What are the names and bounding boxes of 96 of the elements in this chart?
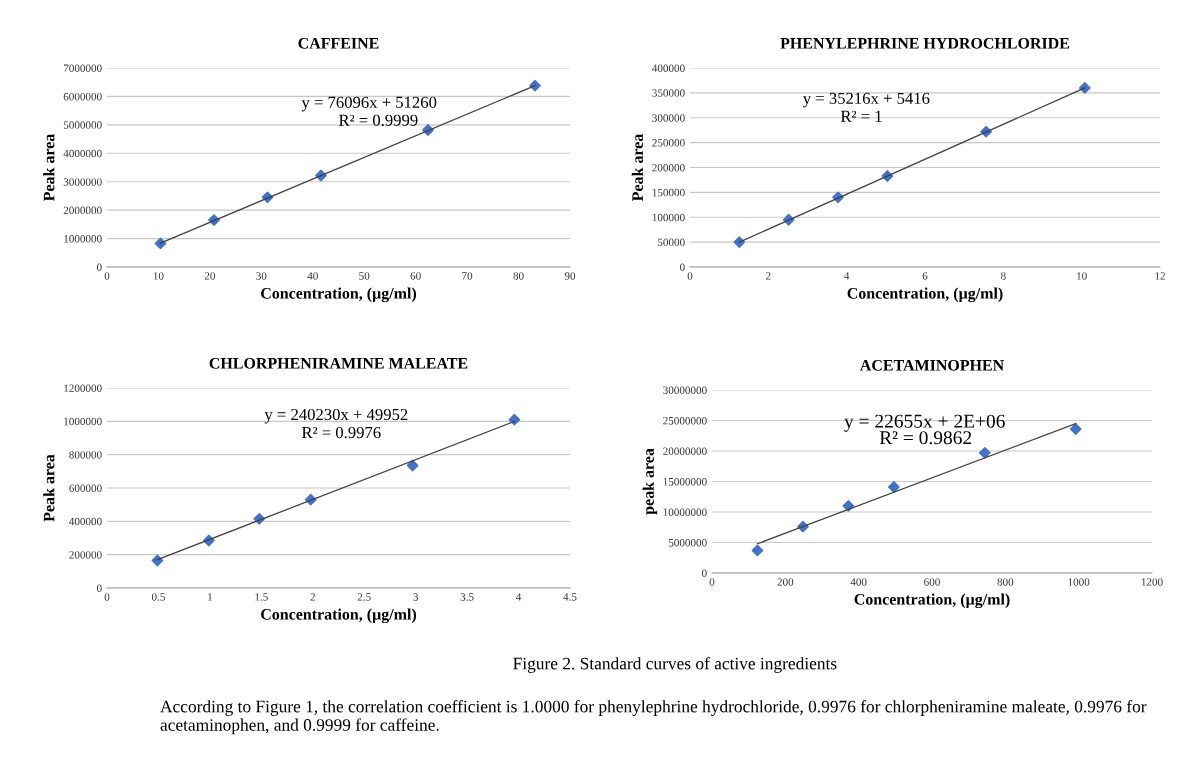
y-tick-label: 100000: [652, 213, 685, 222]
y-tick-label: 5000000: [63, 121, 102, 129]
x-tick-label: 1.5: [255, 593, 268, 601]
point: [406, 459, 419, 472]
x-tick-label: 40: [307, 272, 318, 280]
y-tick-label: 600000: [69, 484, 102, 492]
point: [508, 413, 521, 426]
text: According to Figure 1, the correlation coefficient is 1.0000 for phenylephrine hydrochloride, 0.9976 for chlorpheniramine maleate, 0.9976 for acetaminophen, and 0.9999 for caffeine.: [160, 700, 1147, 735]
y-tick-label: 0: [97, 263, 102, 271]
x-tick-label: 80: [513, 272, 524, 280]
x-axis-title: Concentration, (µg/ml): [847, 287, 1003, 303]
x-tick-label: 400: [850, 578, 867, 586]
y-tick-label: 5000000: [668, 538, 707, 547]
x-tick-label: 6: [922, 272, 928, 280]
chart-title: CHLORPHENIRAMINE MALEATE: [209, 357, 468, 369]
x-tick-label: 0: [104, 272, 110, 280]
y-axis-title: peak area: [642, 448, 658, 515]
point: [751, 544, 764, 557]
x-tick-label: 10: [153, 272, 164, 280]
y-tick-label: 15000000: [663, 477, 707, 486]
x-tick-label: 200: [777, 578, 794, 586]
y-tick-label: 25000000: [663, 416, 707, 425]
annotation: y = 35216x + 5416: [803, 92, 930, 108]
caption: Figure 2. Standard curves of active ingredients: [513, 657, 837, 673]
y-tick-label: 7000000: [63, 64, 102, 72]
x-tick-label: 800: [997, 578, 1014, 586]
x-tick-label: 4: [515, 593, 522, 601]
annotation: R² = 0.9999: [338, 114, 418, 126]
x-tick-label: 0.5: [151, 593, 165, 601]
x-tick-label: 0: [104, 593, 110, 601]
y-tick-label: 0: [702, 569, 707, 577]
annotation: y = 22655x + 2E+06: [844, 414, 1005, 432]
y-tick-label: 0: [680, 263, 685, 271]
y-tick-label: 10000000: [663, 508, 707, 516]
x-tick-label: 3: [413, 593, 419, 601]
y-tick-label: 300000: [652, 114, 685, 122]
point: [154, 237, 167, 250]
y-tick-label: 3000000: [63, 178, 102, 186]
point: [151, 554, 164, 567]
x-tick-label: 2: [310, 593, 315, 601]
chart-title: PHENYLEPHRINE HYDROCHLORIDE: [780, 37, 1070, 49]
y-tick-label: 1000000: [64, 235, 102, 243]
point: [1078, 82, 1091, 94]
chart-title: ACETAMINOPHEN: [859, 359, 1004, 371]
y-tick-label: 200000: [652, 163, 685, 172]
x-tick-label: 2: [766, 272, 771, 280]
chart-title: CAFFEINE: [298, 37, 379, 49]
y-axis-title: Peak area: [43, 133, 55, 202]
x-tick-label: 0: [687, 272, 693, 280]
y-tick-label: 800000: [69, 451, 102, 459]
y-tick-label: 1200000: [64, 384, 102, 392]
y-tick-label: 200000: [69, 551, 102, 559]
x-tick-label: 50: [359, 272, 370, 280]
y-tick-label: 6000000: [63, 92, 102, 101]
y-axis-title: Peak area: [631, 133, 644, 202]
x-tick-label: 12: [1155, 272, 1165, 280]
y-tick-label: 350000: [652, 89, 685, 97]
x-tick-label: 600: [924, 578, 940, 586]
x-tick-label: 30: [256, 272, 267, 280]
y-tick-label: 2000000: [63, 206, 102, 215]
x-tick-label: 2.5: [357, 593, 371, 601]
y-tick-label: 20000000: [663, 447, 707, 455]
y-tick-label: 1000000: [64, 417, 102, 426]
x-tick-label: 4: [844, 272, 850, 280]
x-axis-title: Concentration, (µg/ml): [854, 593, 1010, 609]
x-tick-label: 70: [462, 272, 473, 280]
annotation: R² = 0.9976: [301, 426, 381, 439]
annotation: R² = 1: [840, 110, 882, 122]
y-tick-label: 0: [97, 584, 102, 592]
y-tick-label: 50000: [658, 238, 685, 247]
annotation: R² = 0.9862: [879, 431, 972, 445]
point: [1069, 423, 1082, 435]
y-tick-label: 400000: [69, 517, 102, 526]
annotation: y = 76096x + 51260: [301, 96, 437, 112]
y-tick-label: 250000: [652, 139, 685, 147]
annotation: y = 240230x + 49952: [264, 408, 408, 424]
x-tick-label: 0: [709, 578, 715, 586]
x-tick-label: 3.5: [460, 593, 474, 601]
x-tick-label: 1: [208, 593, 212, 601]
y-axis-title: Peak area: [43, 454, 55, 522]
x-axis-title: Concentration, (µg/ml): [261, 287, 417, 303]
point: [887, 481, 900, 493]
x-tick-label: 4.5: [563, 593, 577, 601]
x-tick-label: 1000: [1068, 578, 1090, 586]
y-tick-label: 30000000: [663, 386, 707, 394]
x-tick-label: 90: [564, 272, 576, 280]
y-tick-label: 400000: [652, 64, 685, 72]
x-tick-label: 10: [1077, 272, 1087, 280]
y-tick-label: 150000: [652, 188, 685, 197]
y-tick-label: 4000000: [63, 149, 102, 158]
x-tick-label: 8: [1000, 272, 1006, 280]
point: [978, 446, 991, 459]
x-axis-title: Concentration, (µg/ml): [261, 608, 417, 624]
x-tick-label: 1200: [1141, 578, 1163, 586]
x-tick-label: 20: [204, 272, 216, 280]
x-tick-label: 60: [410, 272, 421, 280]
